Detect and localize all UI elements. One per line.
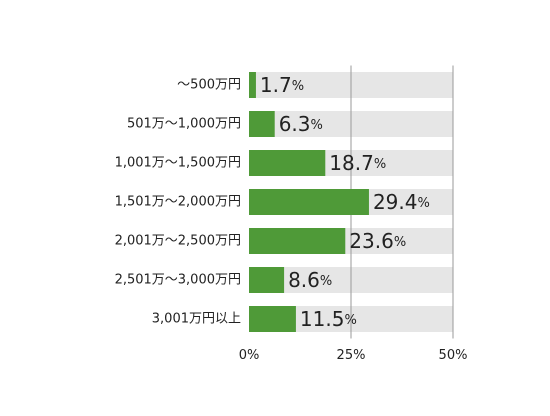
bar xyxy=(249,267,285,293)
value-label: 1.7% xyxy=(260,73,304,97)
bar xyxy=(249,306,296,332)
value-label: 11.5% xyxy=(300,307,357,331)
y-tick-label: 3,001万円以上 xyxy=(152,312,241,327)
y-tick-label: 1,501万～2,000万円 xyxy=(115,195,241,210)
y-tick-label: 2,001万～2,500万円 xyxy=(115,234,241,249)
value-label: 29.4% xyxy=(373,190,430,214)
value-label: 6.3% xyxy=(279,112,323,136)
bar xyxy=(249,111,275,137)
value-label: 18.7% xyxy=(329,151,386,175)
x-tick-label: 25% xyxy=(337,348,366,363)
y-tick-label: ～500万円 xyxy=(177,78,241,93)
y-tick-label: 1,001万～1,500万円 xyxy=(115,156,241,171)
y-tick-label: 2,501万～3,000万円 xyxy=(115,273,241,288)
value-label: 8.6% xyxy=(288,268,332,292)
bar xyxy=(249,72,256,98)
value-label: 23.6% xyxy=(349,229,406,253)
x-tick-label: 0% xyxy=(239,348,260,363)
y-tick-label: 501万～1,000万円 xyxy=(127,117,241,132)
x-tick-label: 50% xyxy=(439,348,468,363)
bar xyxy=(249,189,369,215)
bar xyxy=(249,150,326,176)
bar xyxy=(249,228,346,254)
